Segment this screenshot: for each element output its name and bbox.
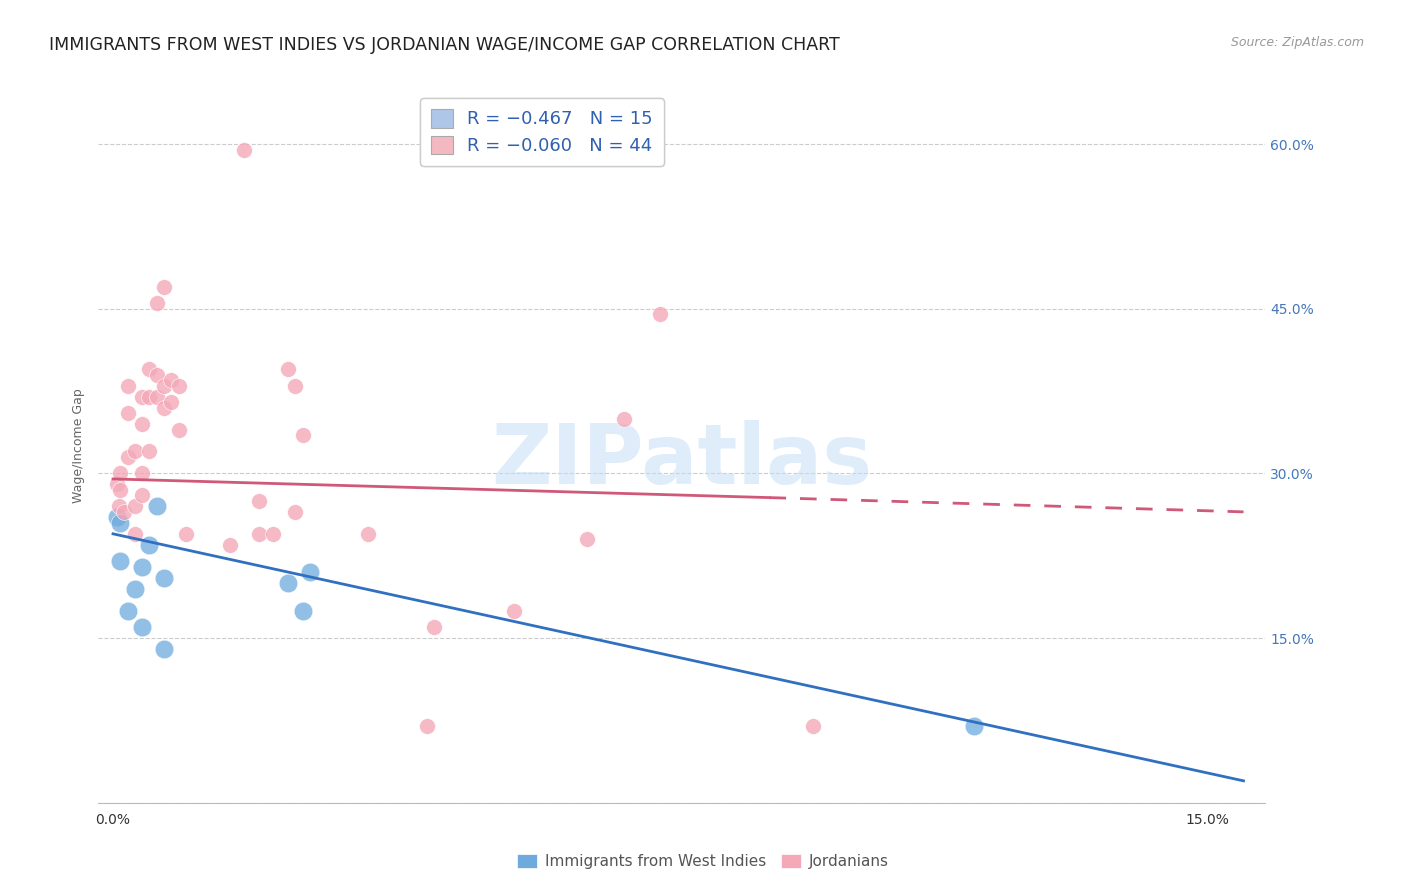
Point	[218, 538, 240, 552]
Point	[153, 378, 176, 392]
Point	[277, 362, 299, 376]
Point	[110, 516, 132, 530]
Point	[262, 526, 284, 541]
Point	[415, 719, 437, 733]
Point	[138, 538, 160, 552]
Point	[160, 395, 183, 409]
Point	[131, 417, 153, 431]
Point	[131, 467, 153, 481]
Point	[284, 505, 307, 519]
Point	[131, 390, 153, 404]
Text: IMMIGRANTS FROM WEST INDIES VS JORDANIAN WAGE/INCOME GAP CORRELATION CHART: IMMIGRANTS FROM WEST INDIES VS JORDANIAN…	[49, 36, 839, 54]
Point	[233, 143, 256, 157]
Point	[117, 406, 139, 420]
Point	[110, 483, 132, 497]
Point	[160, 373, 183, 387]
Point	[284, 378, 307, 392]
Point	[291, 604, 314, 618]
Point	[138, 390, 160, 404]
Point	[962, 719, 984, 733]
Point	[576, 533, 599, 547]
Point	[146, 390, 169, 404]
Point	[167, 423, 190, 437]
Point	[291, 428, 314, 442]
Point	[112, 505, 135, 519]
Point	[153, 280, 176, 294]
Point	[648, 307, 671, 321]
Point	[110, 467, 132, 481]
Point	[298, 566, 321, 580]
Point	[117, 378, 139, 392]
Point	[153, 401, 176, 415]
Point	[110, 554, 132, 568]
Point	[613, 411, 636, 425]
Point	[146, 368, 169, 382]
Point	[105, 510, 128, 524]
Point	[153, 571, 176, 585]
Point	[131, 559, 153, 574]
Point	[131, 488, 153, 502]
Point	[153, 642, 176, 657]
Point	[247, 526, 270, 541]
Legend: Immigrants from West Indies, Jordanians: Immigrants from West Indies, Jordanians	[512, 848, 894, 875]
Point	[105, 477, 128, 491]
Legend: R = −0.467   N = 15, R = −0.060   N = 44: R = −0.467 N = 15, R = −0.060 N = 44	[420, 98, 664, 166]
Point	[117, 604, 139, 618]
Point	[503, 604, 526, 618]
Point	[138, 362, 160, 376]
Point	[124, 444, 146, 458]
Point	[277, 576, 299, 591]
Point	[357, 526, 380, 541]
Point	[146, 296, 169, 310]
Point	[801, 719, 824, 733]
Point	[174, 526, 197, 541]
Point	[117, 450, 139, 464]
Text: ZIPatlas: ZIPatlas	[492, 420, 872, 500]
Point	[167, 378, 190, 392]
Point	[131, 620, 153, 634]
Point	[138, 444, 160, 458]
Point	[124, 526, 146, 541]
Point	[124, 582, 146, 596]
Y-axis label: Wage/Income Gap: Wage/Income Gap	[72, 389, 86, 503]
Point	[247, 494, 270, 508]
Point	[124, 500, 146, 514]
Text: Source: ZipAtlas.com: Source: ZipAtlas.com	[1230, 36, 1364, 49]
Point	[146, 500, 169, 514]
Point	[423, 620, 446, 634]
Point	[108, 500, 131, 514]
